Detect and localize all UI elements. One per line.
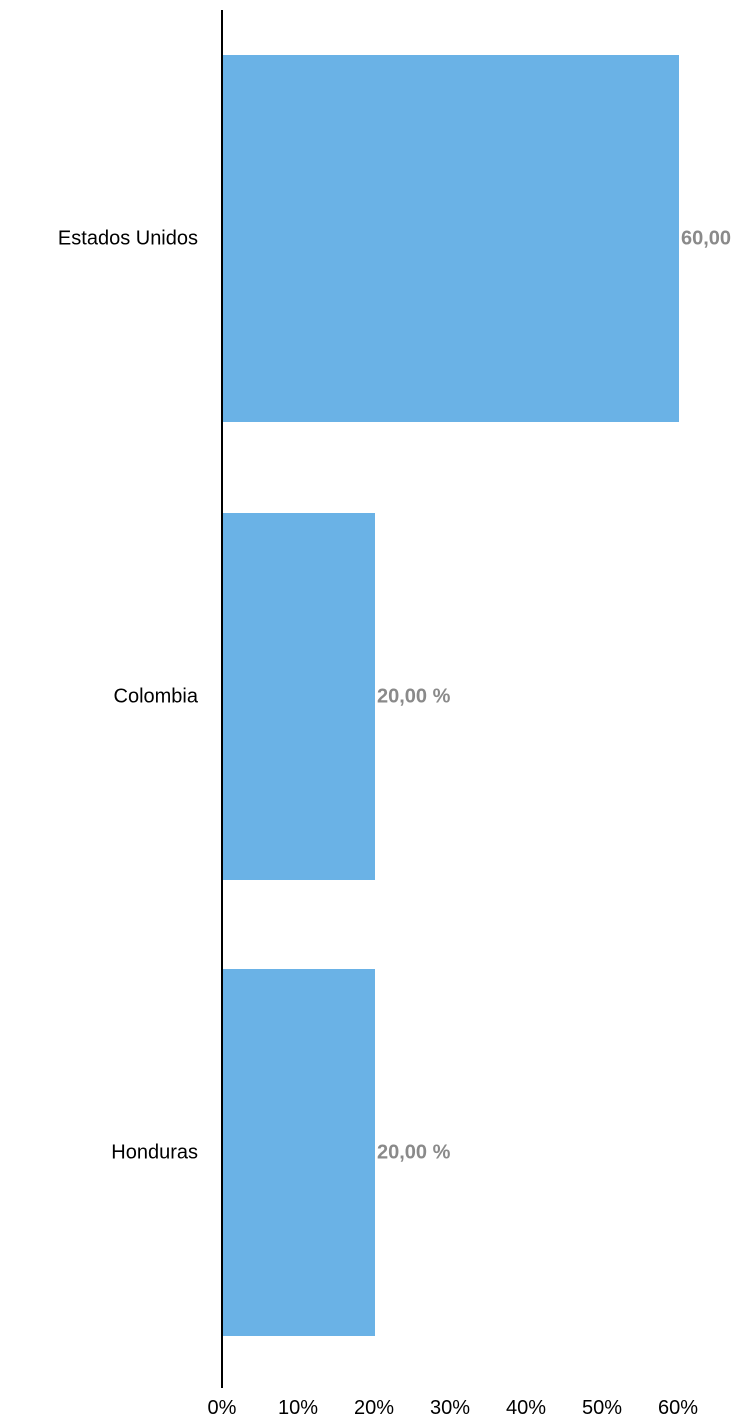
x-tick-label: 60% [658, 1397, 698, 1419]
bar-estados-unidos [223, 55, 679, 422]
bar-colombia [223, 513, 375, 880]
data-label-colombia: 20,00 % [377, 686, 451, 708]
bar-honduras [223, 969, 375, 1336]
data-labels: 60,00 20,00 % 20,00 % [377, 228, 731, 1164]
x-axis-tick-labels: 0% 10% 20% 30% 40% 50% 60% [208, 1397, 699, 1419]
category-label-colombia: Colombia [114, 686, 199, 708]
x-tick-label: 40% [506, 1397, 546, 1419]
x-tick-label: 0% [208, 1397, 237, 1419]
x-tick-label: 50% [582, 1397, 622, 1419]
data-label-honduras: 20,00 % [377, 1142, 451, 1164]
category-label-estados-unidos: Estados Unidos [58, 228, 198, 250]
bars-layer [223, 55, 679, 1336]
category-label-honduras: Honduras [111, 1142, 198, 1164]
category-labels: Estados Unidos Colombia Honduras [58, 228, 199, 1164]
x-tick-label: 20% [354, 1397, 394, 1419]
x-tick-label: 10% [278, 1397, 318, 1419]
x-tick-label: 30% [430, 1397, 470, 1419]
data-label-estados-unidos: 60,00 [681, 228, 731, 250]
